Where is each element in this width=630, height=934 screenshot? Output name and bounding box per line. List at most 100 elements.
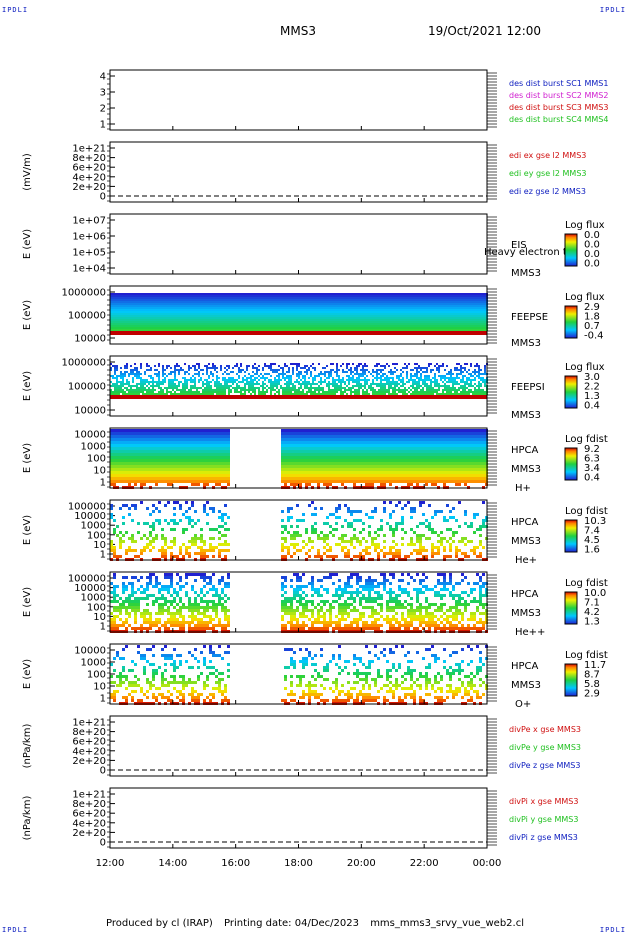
spectrogram-cell	[214, 369, 216, 371]
spectrogram-cell	[446, 311, 448, 313]
spectrogram-cell	[168, 319, 170, 321]
spectrogram-cell	[352, 309, 354, 311]
spectrogram-cell	[160, 299, 162, 301]
spectrogram-cell	[450, 327, 452, 329]
spectrogram-cell	[358, 309, 360, 311]
spectrogram-cell	[324, 305, 326, 307]
spectrogram-cell	[198, 307, 200, 309]
spectrogram-cell	[122, 375, 124, 377]
overlay-label: Heavy electron to	[484, 247, 573, 258]
spectrogram-cell	[366, 369, 368, 371]
spectrogram-cell	[398, 297, 400, 299]
spectrogram-cell	[214, 297, 216, 299]
spectrogram-cell	[228, 317, 230, 319]
spectrogram-cell	[116, 379, 118, 381]
spectrogram-cell	[442, 315, 444, 317]
spectrogram-cell	[180, 367, 182, 369]
spectrogram-cell	[230, 293, 232, 295]
spectrogram-cell	[188, 393, 190, 395]
spectrogram-cell	[152, 309, 154, 311]
spectrogram-cell	[264, 295, 266, 297]
spectrogram-cell	[262, 299, 264, 301]
spectrogram-cell	[398, 305, 400, 307]
spectrogram-cell	[112, 317, 114, 319]
spectrogram-cell	[396, 309, 398, 311]
spectrogram-cell	[140, 367, 142, 369]
spectrogram-cell	[344, 295, 346, 297]
spectrogram-cell	[372, 293, 374, 295]
spectrogram-cell	[156, 307, 158, 309]
spectrogram-cell	[454, 313, 456, 315]
spectrogram-cell	[344, 311, 346, 313]
spectrogram-cell	[356, 385, 358, 387]
spectrogram-cell	[316, 389, 318, 391]
spectrogram-cell	[390, 305, 392, 307]
spectrogram-cell	[268, 303, 270, 305]
spectrogram-cell	[160, 319, 162, 321]
spectrogram-cell	[416, 325, 418, 327]
spectrogram-cell	[220, 307, 222, 309]
spectrogram-cell	[436, 319, 438, 321]
spectrogram-cell	[228, 299, 230, 301]
spectrogram-cell	[322, 299, 324, 301]
spectrogram-cell	[320, 321, 322, 323]
spectrogram-cell	[474, 325, 476, 327]
spectrogram-cell	[148, 303, 150, 305]
spectrogram-cell	[148, 321, 150, 323]
spectrogram-cell	[362, 365, 364, 367]
spectrogram-cell	[230, 299, 232, 301]
spectrogram-cell	[130, 391, 132, 393]
spectrogram-cell	[464, 293, 466, 295]
spectrogram-cell	[154, 323, 156, 325]
spectrogram-cell	[188, 295, 190, 297]
spectrogram-cell	[162, 381, 164, 383]
spectrogram-cell	[454, 303, 456, 305]
spectrogram-cell	[342, 299, 344, 301]
spectrogram-cell	[312, 329, 314, 331]
spectrogram-cell	[334, 303, 336, 305]
spectrogram-cell	[470, 305, 472, 307]
spectrogram-cell	[302, 325, 304, 327]
spectrogram-cell	[198, 371, 200, 373]
spectrogram-cell	[400, 313, 402, 315]
spectrogram-cell	[256, 321, 258, 323]
spectrogram-cell	[182, 321, 184, 323]
spectrogram-cell	[482, 327, 484, 329]
spectrogram-cell	[298, 303, 300, 305]
spectrogram-cell	[126, 313, 128, 315]
spectrogram-cell	[158, 373, 160, 375]
spectrogram-cell	[218, 325, 220, 327]
spectrogram-cell	[322, 305, 324, 307]
spectrogram-cell	[380, 305, 382, 307]
spectrogram-cell	[164, 295, 166, 297]
spectrogram-cell	[284, 391, 286, 393]
spectrogram-cell	[320, 325, 322, 327]
spectrogram-cell	[366, 309, 368, 311]
spectrogram-cell	[462, 299, 464, 301]
spectrogram-cell	[278, 369, 280, 371]
spectrogram-cell	[324, 307, 326, 309]
spectrogram-cell	[292, 309, 294, 311]
spectrogram-cell	[402, 293, 404, 295]
spectrogram-cell	[128, 307, 130, 309]
spectrogram-cell	[344, 307, 346, 309]
spectrogram-cell	[376, 305, 378, 307]
spectrogram-cell	[134, 317, 136, 319]
spectrogram-cell	[282, 313, 284, 315]
spectrogram-cell	[296, 301, 298, 303]
spectrogram-cell	[116, 297, 118, 299]
spectrogram-cell	[194, 327, 196, 329]
spectrogram-cell	[300, 323, 302, 325]
spectrogram-cell	[316, 297, 318, 299]
spectrogram-cell	[414, 323, 416, 325]
spectrogram-cell	[216, 385, 218, 387]
spectrogram-cell	[346, 301, 348, 303]
spectrogram-cell	[308, 319, 310, 321]
spectrogram-cell	[188, 315, 190, 317]
spectrogram-cell	[122, 319, 124, 321]
spectrogram-cell	[316, 307, 318, 309]
spectrogram-cell	[434, 317, 436, 319]
spectrogram-cell	[150, 325, 152, 327]
spectrogram-cell	[204, 325, 206, 327]
spectrogram-cell	[274, 301, 276, 303]
